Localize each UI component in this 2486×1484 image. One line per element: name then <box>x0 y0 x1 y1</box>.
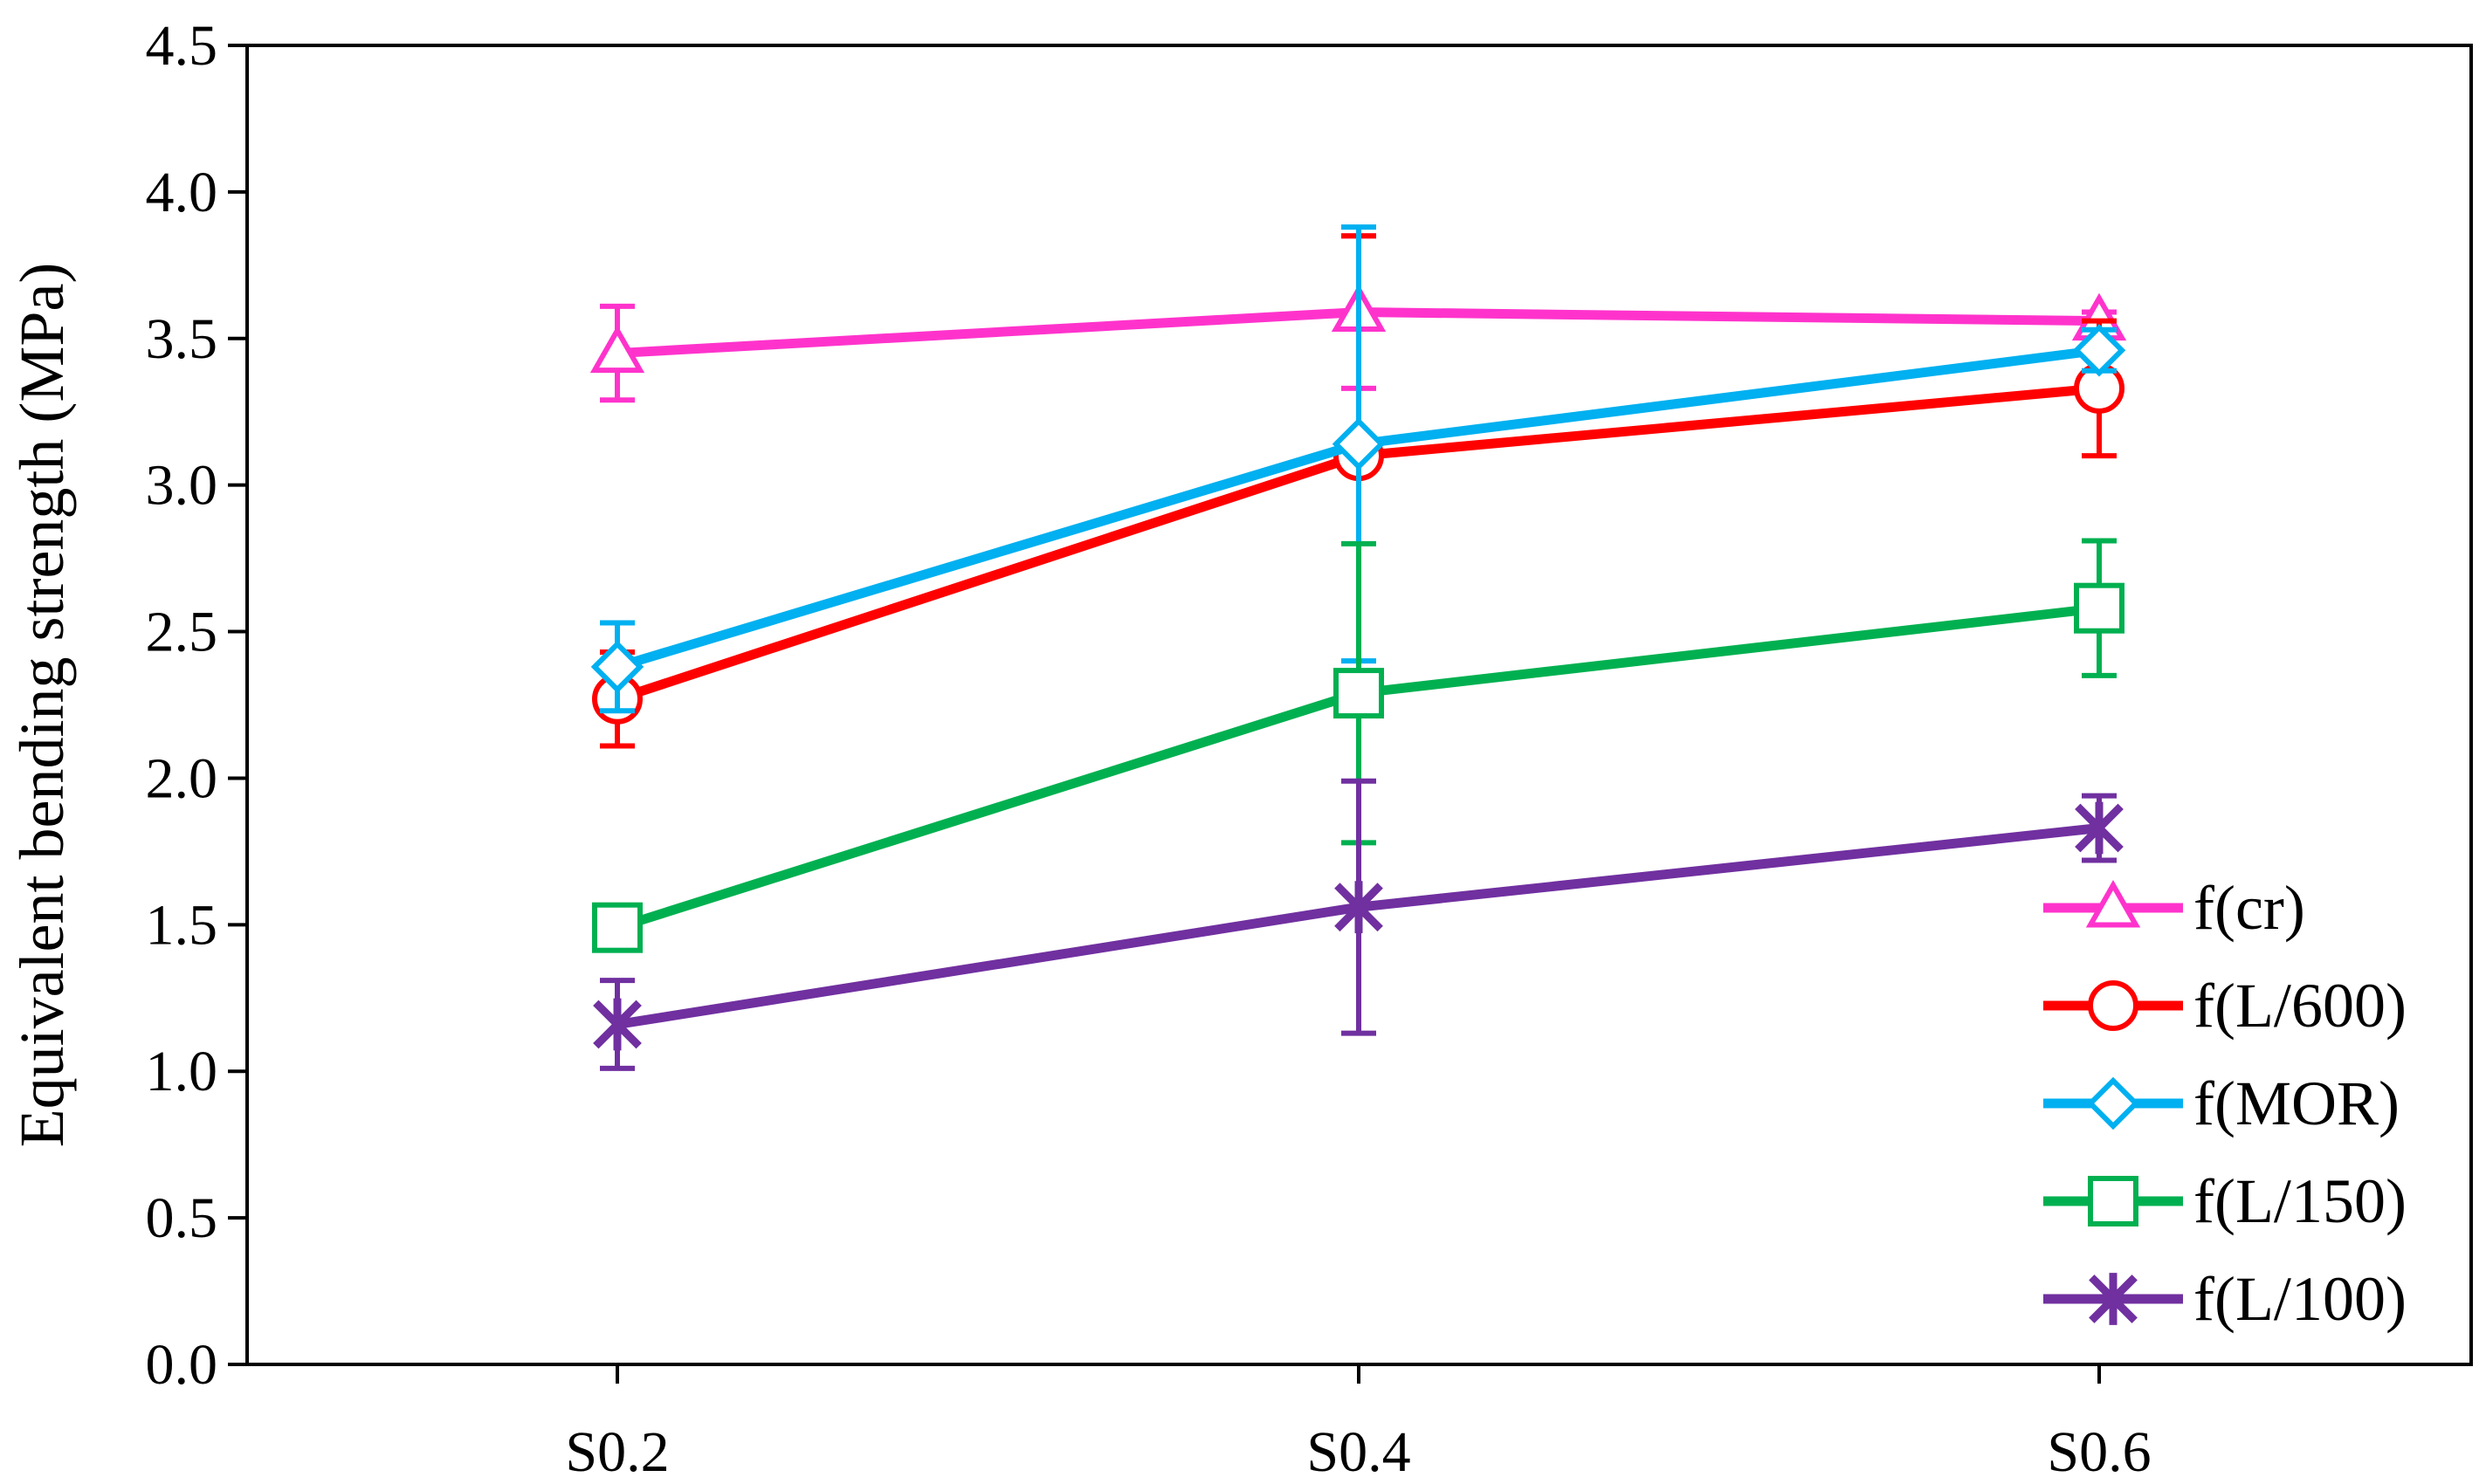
legend-item: f(L/150) <box>2043 1166 2407 1236</box>
data-point <box>1332 417 1386 471</box>
legend-item: f(L/600) <box>2043 971 2407 1041</box>
y-axis-title: Equivalent bending strength (MPa) <box>7 263 77 1148</box>
data-point <box>2074 582 2124 634</box>
x-tick-label: S0.6 <box>2047 1420 2151 1484</box>
series-4 <box>593 778 2124 1071</box>
data-point <box>593 998 642 1051</box>
data-point <box>592 902 643 953</box>
y-tick-label: 0.5 <box>146 1186 218 1250</box>
data-point <box>2075 801 2124 855</box>
x-tick-label: S0.2 <box>565 1420 669 1484</box>
data-point <box>589 325 645 374</box>
legend-marker <box>2085 879 2141 928</box>
y-tick-label: 4.0 <box>146 161 218 224</box>
y-tick-label: 1.0 <box>146 1040 218 1103</box>
legend: f(cr) f(L/600) f(MOR) f(L/150) f(L/100) <box>2043 873 2407 1334</box>
data-point <box>1333 668 1384 719</box>
y-tick-label: 4.5 <box>146 14 218 78</box>
legend-item: f(cr) <box>2043 873 2305 943</box>
y-tick-label: 2.5 <box>146 601 218 664</box>
legend-item: f(L/100) <box>2043 1264 2407 1334</box>
legend-label: f(L/600) <box>2193 971 2407 1041</box>
series-2 <box>590 224 2126 714</box>
y-tick-label: 3.0 <box>146 454 218 518</box>
y-tick-label: 1.5 <box>146 893 218 957</box>
data-point <box>590 640 644 694</box>
legend-marker <box>2086 1076 2140 1130</box>
data-point <box>1334 881 1383 934</box>
legend-marker <box>2088 1176 2138 1226</box>
legend-label: f(L/100) <box>2193 1264 2407 1334</box>
legend-item: f(MOR) <box>2043 1068 2400 1138</box>
legend-label: f(MOR) <box>2193 1068 2400 1138</box>
legend-marker <box>2088 980 2138 1031</box>
y-axis: 0.0 0.5 1.0 1.5 2.0 2.5 3.0 3.5 4.0 4.5 <box>146 14 247 1397</box>
legend-label: f(cr) <box>2193 873 2305 943</box>
data-point <box>2072 323 2126 377</box>
series-layer <box>589 224 2127 1071</box>
y-tick-label: 2.0 <box>146 746 218 810</box>
legend-marker <box>2089 1273 2138 1325</box>
x-axis: S0.2 S0.4 S0.6 <box>565 1364 2152 1484</box>
x-tick-label: S0.4 <box>1306 1420 1410 1484</box>
legend-label: f(L/150) <box>2193 1166 2407 1236</box>
y-tick-label: 0.0 <box>146 1333 218 1397</box>
y-tick-label: 3.5 <box>146 307 218 371</box>
